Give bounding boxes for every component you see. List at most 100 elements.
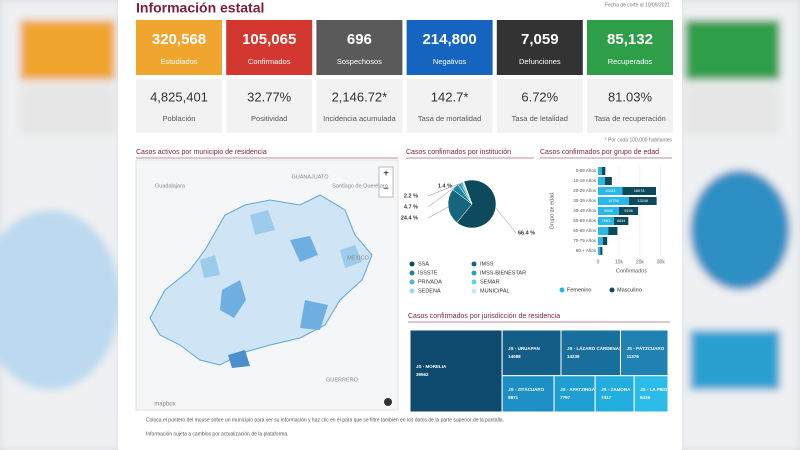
- legend-label: SEDENA: [418, 288, 441, 294]
- legend-swatch: [409, 279, 415, 285]
- kpi-label: Sospechosos: [337, 57, 382, 66]
- stat-label: Tasa de mortalidad: [418, 114, 481, 123]
- stat-value: 81.03%: [608, 89, 653, 104]
- cell-label: JS - MORELIA: [416, 364, 447, 369]
- bar-segment: [598, 217, 615, 225]
- info-icon[interactable]: [384, 398, 392, 406]
- kpi-label: Estudiados: [160, 57, 197, 66]
- stat-card: [136, 79, 222, 133]
- bar-segment: [598, 167, 602, 175]
- cell-value: 7417: [601, 395, 612, 400]
- cell-label: JS - PÁTZCUARO: [626, 345, 664, 351]
- bar-segment: [601, 167, 606, 175]
- bar-segment: [598, 177, 605, 185]
- cutoff-date: Fecha de corte al 10/09/2021: [605, 2, 670, 8]
- kpi-card: [406, 20, 493, 75]
- y-tick-label: 40-49 Años: [573, 208, 597, 213]
- bar-segment: [598, 187, 623, 195]
- y-tick-label: 50-59 Años: [573, 218, 597, 223]
- municipality: [220, 280, 246, 318]
- footnote: Información sujeta a cambios por actuali…: [146, 431, 289, 437]
- bar-segment: [608, 227, 618, 235]
- treemap-cell: [560, 329, 621, 377]
- legend-swatch: [409, 270, 415, 276]
- stat-label: Incidencia acumulada: [323, 114, 396, 123]
- map-label: Guadalajara: [155, 183, 186, 189]
- treemap-cell: [501, 329, 562, 377]
- bar-segment: [602, 237, 608, 245]
- kpi-label: Negativos: [433, 57, 467, 66]
- stat-card: [406, 79, 493, 133]
- stat-value: 2,146.72*: [332, 89, 388, 104]
- zoom-control[interactable]: [378, 166, 394, 198]
- bar-segment: [600, 247, 603, 255]
- bar-label: 6834: [617, 219, 625, 223]
- leader-line: [427, 183, 460, 197]
- legend-label: IMSS: [480, 261, 494, 267]
- footnote: Coloca el puntero del mouse sobre un mun…: [146, 417, 504, 423]
- map-label: GUANAJUATO: [291, 174, 329, 180]
- bar-segment: [598, 227, 609, 235]
- section-title: Casos confirmados por jurisdicción de re…: [408, 313, 560, 320]
- kpi-label: Defunciones: [519, 57, 561, 66]
- treemap-cell: [409, 329, 503, 413]
- bar-segment: [618, 207, 639, 215]
- bar-label: 14756: [608, 199, 619, 203]
- treemap-cell: [553, 375, 596, 413]
- cell-value: 11376: [626, 354, 639, 359]
- legend-label: ISSSTE: [418, 270, 438, 276]
- y-tick-label: 70-79 Años: [573, 238, 597, 243]
- stat-value: 142.7*: [431, 89, 469, 104]
- legend-swatch: [471, 288, 477, 294]
- kpi-label: Confirmados: [248, 57, 291, 66]
- x-axis-title: Confirmados: [616, 268, 647, 274]
- map-label: MÉXICO: [347, 254, 369, 261]
- legend-swatch: [559, 287, 565, 293]
- stat-value: 32.77%: [247, 89, 292, 104]
- legend-label: SEMAR: [480, 279, 500, 285]
- legend-label: SSA: [418, 261, 429, 267]
- stat-card: [316, 79, 403, 133]
- municipality: [340, 245, 362, 268]
- bar-segment: [604, 177, 612, 185]
- treemap-cell: [594, 375, 635, 413]
- kpi-card: [496, 20, 583, 75]
- kpi-value: 85,132: [607, 31, 653, 48]
- y-tick-label: 20-29 Años: [573, 188, 597, 193]
- treemap-cell: [501, 375, 555, 413]
- legend-label: PRIVADA: [418, 279, 442, 285]
- slice-label: 1.4 %: [438, 183, 452, 189]
- zoom-out[interactable]: −: [383, 184, 389, 195]
- stat-label: Tasa de letalidad: [512, 114, 568, 123]
- bar-segment: [614, 217, 629, 225]
- legend-label: Femenino: [567, 287, 591, 293]
- stat-card: [226, 79, 313, 133]
- map-label: GUERRERO: [326, 377, 359, 383]
- x-tick-label: 30k: [657, 259, 666, 265]
- kpi-value: 7,059: [521, 31, 559, 48]
- bar-label: 13246: [637, 199, 648, 203]
- cell-value: 14239: [567, 354, 580, 359]
- stat-card: [496, 79, 583, 133]
- section-title: Casos activos por municipio de residenci…: [136, 149, 267, 156]
- kpi-card: [316, 20, 403, 75]
- y-tick-label: 0-09 Años: [576, 168, 597, 173]
- leader-line: [427, 186, 456, 208]
- cell-label: JS - ZITÁCUARO: [508, 386, 544, 392]
- stat-card: [587, 79, 673, 133]
- legend-label: MUNICIPAL: [480, 288, 510, 294]
- zoom-in[interactable]: +: [383, 169, 389, 180]
- legend-label: IMSS-BIENESTAR: [480, 270, 526, 276]
- pie-slice: [447, 189, 473, 224]
- bar-label: 16078: [634, 189, 645, 193]
- legend-swatch: [471, 270, 477, 276]
- treemap-cell: [633, 375, 669, 413]
- kpi-card: [226, 20, 313, 75]
- kpi-value: 320,568: [152, 31, 206, 48]
- kpi-label: Recuperados: [608, 57, 653, 66]
- bar-segment: [622, 187, 657, 195]
- cell-value: 39562: [416, 372, 429, 377]
- map-label: mapbox: [154, 402, 175, 408]
- bar-label: 9996: [604, 209, 612, 213]
